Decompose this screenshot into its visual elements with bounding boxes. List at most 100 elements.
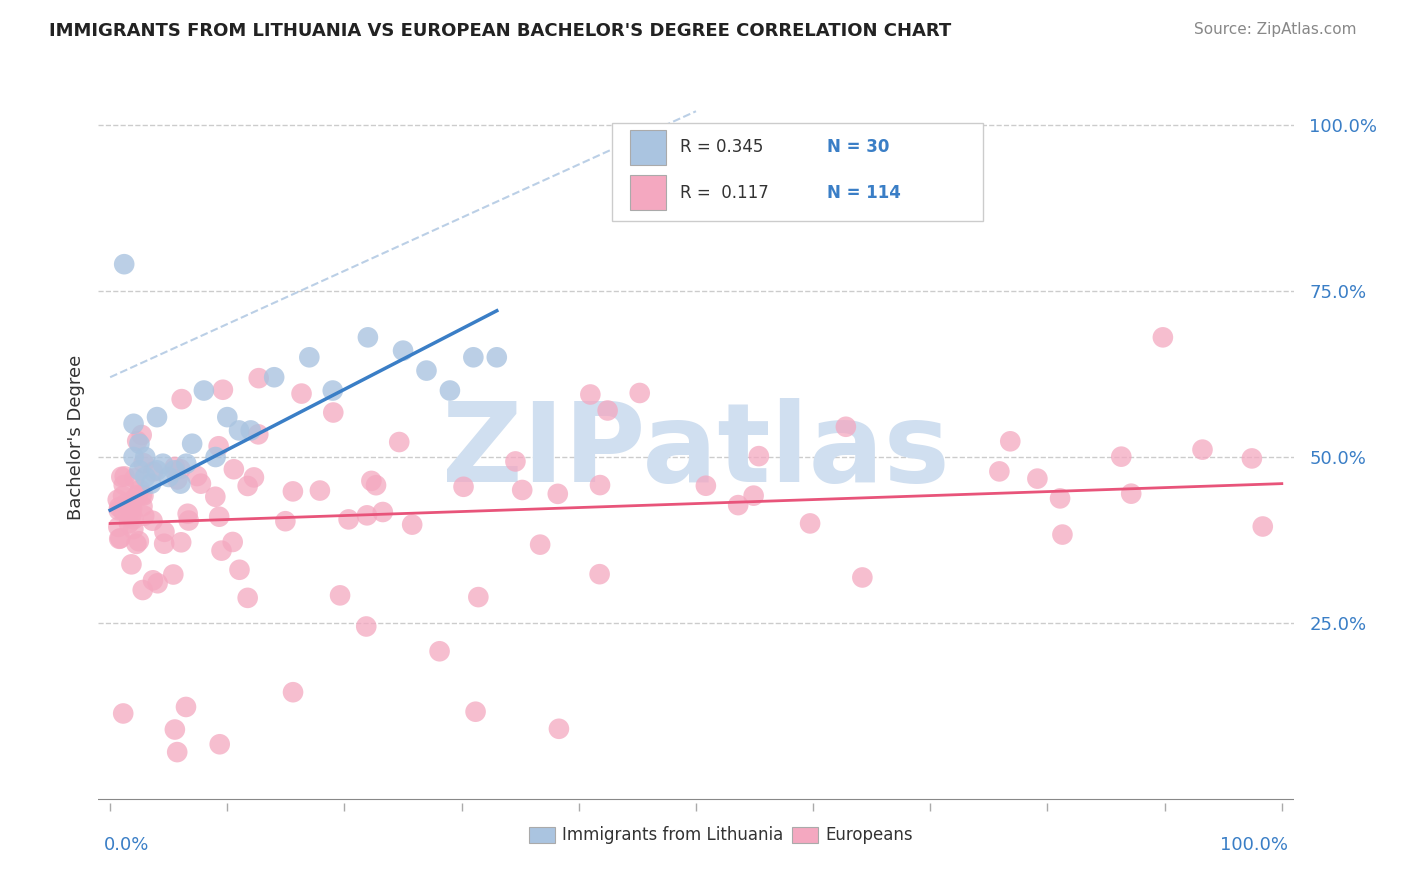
Point: [176, 507, 198, 521]
Point: [364, 478, 387, 492]
Point: [467, 590, 489, 604]
Point: [505, 454, 527, 468]
Point: [146, 410, 169, 425]
Text: R =  0.117: R = 0.117: [681, 184, 769, 202]
Point: [263, 370, 285, 384]
Point: [1152, 330, 1174, 344]
Bar: [792, 827, 818, 843]
FancyBboxPatch shape: [613, 122, 983, 221]
Point: [1251, 519, 1274, 533]
Point: [107, 503, 129, 517]
Text: ZIPatlas: ZIPatlas: [441, 398, 950, 505]
Point: [107, 492, 129, 507]
Point: [114, 497, 136, 511]
Point: [298, 351, 321, 365]
Point: [748, 449, 770, 463]
Point: [204, 450, 226, 464]
Point: [360, 474, 382, 488]
Point: [208, 737, 231, 751]
Point: [356, 508, 378, 523]
Point: [142, 574, 165, 588]
Text: N = 114: N = 114: [827, 184, 901, 202]
Point: [169, 476, 191, 491]
Point: [112, 706, 135, 721]
Point: [1191, 442, 1213, 457]
Point: [121, 493, 143, 508]
Point: [177, 514, 200, 528]
Point: [1121, 486, 1143, 500]
Point: [208, 439, 231, 453]
Point: [110, 532, 132, 546]
Point: [228, 563, 250, 577]
Point: [153, 524, 176, 539]
Point: [727, 498, 749, 512]
Point: [337, 512, 360, 526]
Point: [208, 509, 231, 524]
Point: [851, 570, 873, 584]
Point: [548, 722, 571, 736]
Point: [835, 419, 858, 434]
Point: [131, 500, 153, 514]
Text: 0.0%: 0.0%: [104, 836, 149, 854]
Point: [174, 700, 197, 714]
Point: [146, 463, 169, 477]
Point: [121, 501, 143, 516]
Point: [239, 424, 262, 438]
Bar: [529, 827, 555, 843]
Point: [162, 567, 184, 582]
Point: [579, 387, 602, 401]
Point: [163, 459, 186, 474]
Point: [153, 537, 176, 551]
Point: [281, 484, 304, 499]
Point: [742, 489, 765, 503]
Point: [134, 508, 156, 523]
Point: [127, 434, 149, 448]
Point: [247, 371, 270, 385]
Point: [186, 469, 208, 483]
Point: [1240, 451, 1263, 466]
Point: [371, 505, 394, 519]
Point: [170, 392, 193, 406]
Point: [628, 386, 651, 401]
Point: [146, 576, 169, 591]
Point: [127, 488, 149, 502]
Point: [799, 516, 821, 531]
Point: [236, 479, 259, 493]
Point: [1000, 434, 1022, 449]
Point: [204, 490, 226, 504]
Point: [142, 465, 165, 479]
Point: [464, 705, 486, 719]
Point: [529, 538, 551, 552]
Point: [118, 516, 141, 531]
Point: [1026, 472, 1049, 486]
Point: [111, 503, 134, 517]
Point: [588, 567, 610, 582]
Point: [988, 464, 1011, 478]
Point: [247, 427, 270, 442]
Point: [392, 343, 415, 358]
Point: [212, 383, 235, 397]
Point: [485, 351, 508, 365]
Point: [166, 473, 188, 487]
Point: [110, 470, 132, 484]
Point: [112, 478, 135, 492]
Bar: [630, 129, 666, 165]
Point: [217, 410, 239, 425]
Point: [122, 522, 145, 536]
Point: [415, 363, 437, 377]
Point: [131, 488, 153, 502]
Point: [152, 457, 174, 471]
Point: [388, 435, 411, 450]
Point: [132, 489, 155, 503]
Point: [222, 535, 245, 549]
Point: [122, 450, 145, 464]
Text: Immigrants from Lithuania: Immigrants from Lithuania: [562, 826, 783, 844]
Point: [401, 517, 423, 532]
Point: [174, 457, 197, 471]
Point: [290, 386, 312, 401]
Y-axis label: Bachelor's Degree: Bachelor's Degree: [66, 354, 84, 520]
Point: [128, 534, 150, 549]
Point: [309, 483, 332, 498]
Point: [211, 543, 233, 558]
Point: [132, 582, 155, 597]
